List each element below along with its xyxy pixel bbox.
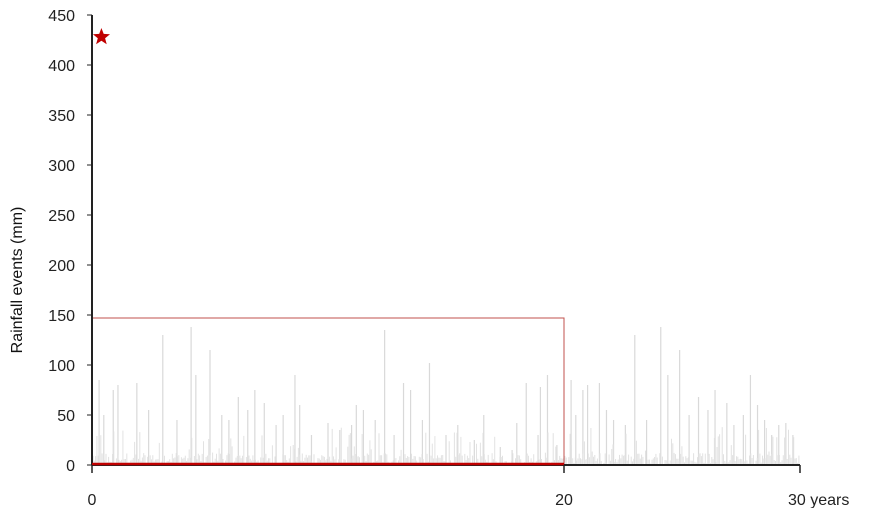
y-tick-label: 150	[48, 308, 75, 325]
y-tick-label: 250	[48, 208, 75, 225]
y-axis-title: Rainfall events (mm)	[9, 207, 26, 354]
star-marker	[92, 28, 110, 45]
y-tick-label: 350	[48, 108, 75, 125]
y-tick-label: 50	[57, 408, 75, 425]
y-axis-ticks: 0 50 100 150 200 250 300 350 400 450	[48, 8, 92, 475]
x-tick-label: 30 years	[788, 492, 849, 508]
y-tick-label: 200	[48, 258, 75, 275]
x-tick-label: 20	[555, 492, 573, 508]
y-tick-label: 0	[66, 458, 75, 475]
y-tick-label: 450	[48, 8, 75, 25]
y-tick-label: 300	[48, 158, 75, 175]
x-tick-label: 0	[88, 492, 97, 508]
x-axis-ticks: 0 20 30 years	[88, 465, 849, 508]
rainfall-bars	[98, 327, 794, 465]
y-tick-label: 400	[48, 58, 75, 75]
y-tick-label: 100	[48, 358, 75, 375]
